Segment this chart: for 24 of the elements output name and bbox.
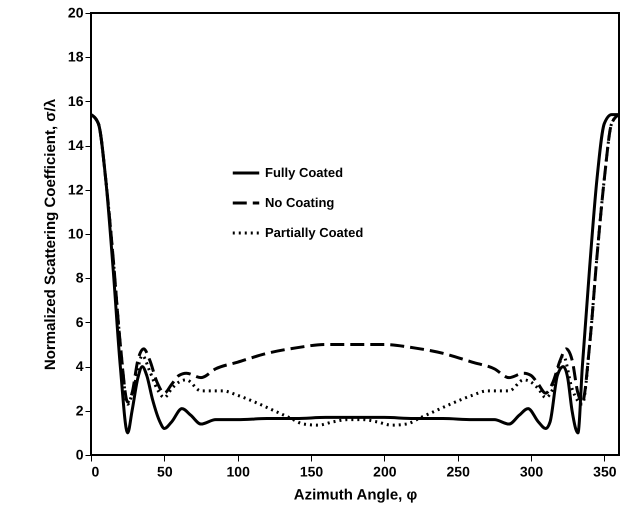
legend-label: No Coating [265, 195, 334, 210]
y-tick-label: 16 [68, 92, 84, 109]
x-tick-label: 100 [226, 464, 250, 480]
y-tick-label: 10 [68, 226, 84, 242]
x-tick-label: 250 [446, 464, 470, 480]
y-tick-label: 20 [68, 4, 84, 20]
x-tick-label: 350 [593, 464, 617, 480]
y-tick-label: 4 [76, 358, 84, 374]
legend-label: Fully Coated [265, 165, 344, 180]
y-axis-title: Normalized Scattering Coefficient, σ/λ [42, 98, 59, 370]
y-tick-label: 14 [68, 137, 84, 154]
y-tick-label: 0 [76, 446, 84, 462]
x-tick-label: 0 [92, 464, 100, 480]
y-tick-label: 18 [68, 48, 84, 65]
y-tick-label: 8 [76, 270, 84, 286]
x-axis-title: Azimuth Angle, φ [294, 486, 418, 504]
y-tick-label: 6 [76, 314, 84, 330]
legend-label: Partially Coated [265, 225, 364, 240]
x-tick-label: 50 [157, 464, 173, 480]
y-tick-label: 12 [68, 181, 84, 198]
x-tick-label: 150 [300, 464, 324, 480]
y-tick-label: 2 [76, 402, 84, 418]
x-tick-label: 200 [373, 464, 397, 480]
x-tick-label: 300 [520, 464, 544, 480]
